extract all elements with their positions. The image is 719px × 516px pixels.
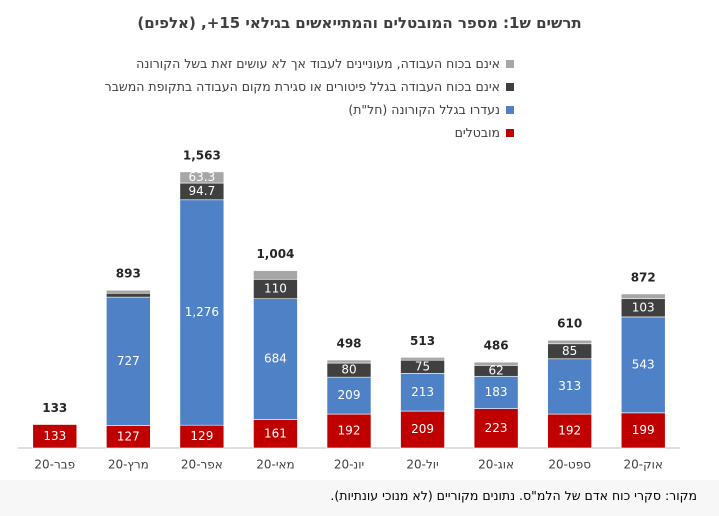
x-tick-label: מרץ-20 bbox=[108, 458, 149, 472]
data-label: 85 bbox=[562, 344, 577, 358]
legend-label: אינם בכוח העבודה בגלל פיטורים או סגירת מ… bbox=[104, 79, 500, 94]
data-label: 213 bbox=[411, 385, 434, 399]
source-note: מקור: סקרי כוח אדם של הלמ"ס. נתונים מקור… bbox=[330, 488, 697, 503]
data-label: 1,276 bbox=[185, 305, 219, 319]
legend-label: מובטלים bbox=[454, 125, 500, 140]
data-label: 209 bbox=[338, 388, 361, 402]
data-label: 183 bbox=[485, 385, 508, 399]
data-label: 63.3 bbox=[189, 170, 216, 184]
data-label: 133 bbox=[43, 429, 66, 443]
data-label: 80 bbox=[341, 363, 356, 377]
data-label: 62 bbox=[488, 363, 503, 377]
legend-item: מובטלים bbox=[105, 121, 514, 144]
total-label: 133 bbox=[42, 401, 67, 415]
bar-segment bbox=[32, 424, 78, 449]
bar-segment bbox=[106, 292, 151, 298]
x-tick-label: פבר-20 bbox=[34, 458, 75, 472]
data-label: 223 bbox=[485, 421, 508, 435]
bar-segment bbox=[106, 289, 151, 294]
legend-swatch bbox=[506, 59, 514, 68]
data-label: 75 bbox=[415, 359, 430, 373]
total-label: 1,563 bbox=[183, 148, 221, 162]
bar-segment bbox=[179, 199, 225, 426]
x-tick-label: אוק-20 bbox=[624, 458, 663, 472]
data-label: 103 bbox=[632, 300, 655, 314]
data-label: 209 bbox=[411, 422, 434, 436]
bar-segment bbox=[400, 357, 445, 361]
bar-segment bbox=[179, 171, 225, 184]
data-label: 313 bbox=[558, 379, 581, 393]
bar-segment bbox=[473, 361, 519, 366]
bar-segment bbox=[620, 412, 666, 449]
bar-segment bbox=[547, 339, 592, 345]
legend: אינם בכוח העבודה, מעוניינים לעבוד אך לא … bbox=[105, 52, 514, 144]
data-label: 727 bbox=[117, 354, 140, 368]
legend-label: נעדרו בגלל הקורונה (חל"ת) bbox=[348, 102, 500, 117]
bar-segment bbox=[326, 413, 372, 449]
x-tick-label: מאי-20 bbox=[256, 458, 294, 472]
legend-swatch bbox=[506, 82, 514, 91]
bar-segment bbox=[253, 298, 298, 420]
footer-band bbox=[0, 480, 719, 516]
total-label: 513 bbox=[410, 334, 435, 348]
bar-segment bbox=[620, 293, 666, 300]
x-tick-label: אוג-20 bbox=[478, 458, 514, 472]
bar-segment bbox=[326, 376, 372, 415]
bar-segment bbox=[620, 316, 666, 414]
data-label: 192 bbox=[558, 424, 581, 438]
total-label: 872 bbox=[631, 270, 656, 284]
legend-label: אינם בכוח העבודה, מעוניינים לעבוד אך לא … bbox=[136, 56, 500, 71]
total-label: 893 bbox=[116, 267, 141, 281]
total-label: 498 bbox=[336, 337, 361, 351]
legend-item: נעדרו בגלל הקורונה (חל"ת) bbox=[105, 98, 514, 121]
total-label: 1,004 bbox=[256, 247, 294, 261]
data-label: 192 bbox=[338, 424, 361, 438]
bar-segment bbox=[473, 408, 519, 449]
bar-segment bbox=[326, 359, 372, 364]
chart-title: תרשים ש1: מספר המובטלים והמתייאשים בגילא… bbox=[137, 14, 582, 32]
data-label: 127 bbox=[117, 429, 140, 443]
data-label: 161 bbox=[264, 426, 287, 440]
bar-segment bbox=[547, 358, 592, 415]
x-tick-label: יול-20 bbox=[406, 458, 438, 472]
total-label: 610 bbox=[557, 317, 582, 331]
x-tick-label: אפר-20 bbox=[181, 458, 223, 472]
data-label: 110 bbox=[264, 282, 287, 296]
x-tick-label: ספט-20 bbox=[548, 458, 591, 472]
x-tick-label: יונ-20 bbox=[334, 458, 364, 472]
total-label: 486 bbox=[484, 339, 509, 353]
data-label: 199 bbox=[632, 423, 655, 437]
legend-swatch bbox=[506, 105, 514, 114]
legend-item: אינם בכוח העבודה, מעוניינים לעבוד אך לא … bbox=[105, 52, 514, 75]
bar-segment bbox=[253, 270, 298, 280]
bar-segment bbox=[400, 373, 445, 412]
data-label: 94.7 bbox=[189, 184, 216, 198]
data-label: 129 bbox=[190, 429, 213, 443]
bar-segment bbox=[400, 410, 445, 449]
legend-swatch bbox=[506, 128, 514, 137]
bar-segment bbox=[473, 375, 519, 409]
data-label: 543 bbox=[632, 357, 655, 371]
data-label: 684 bbox=[264, 352, 287, 366]
legend-item: אינם בכוח העבודה בגלל פיטורים או סגירת מ… bbox=[105, 75, 514, 98]
bar-segment bbox=[547, 413, 592, 449]
